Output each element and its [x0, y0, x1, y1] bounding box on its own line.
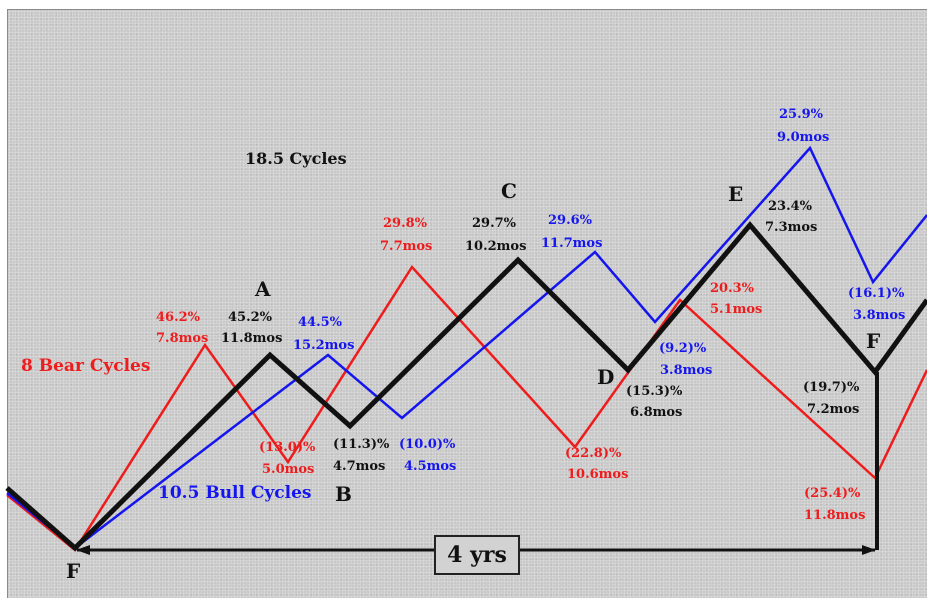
bull-cycle-line — [6, 145, 927, 550]
black-dur-4: 6.8mos — [630, 405, 683, 420]
blue-pct-3: 29.6% — [548, 213, 593, 228]
blue-pct-2: (10.0)% — [399, 437, 456, 452]
red-dur-4: 10.6mos — [567, 467, 629, 482]
black-dur-6: 7.2mos — [807, 402, 860, 417]
red-pct-1: 46.2% — [156, 310, 201, 325]
blue-pct-6: (16.1)% — [848, 286, 905, 301]
bear-cycles-label: 8 Bear Cycles — [21, 356, 151, 376]
black-dur-5: 7.3mos — [765, 220, 818, 235]
black-dur-2: 4.7mos — [333, 459, 386, 474]
point-e: E — [728, 182, 744, 206]
blue-dur-3: 11.7mos — [541, 236, 603, 251]
blue-pct-1: 44.5% — [298, 315, 343, 330]
span-label-box: 4 yrs — [434, 535, 520, 575]
point-d: D — [597, 365, 615, 389]
blue-pct-4: (9.2)% — [659, 341, 707, 356]
blue-dur-6: 3.8mos — [853, 308, 906, 323]
black-pct-5: 23.4% — [768, 199, 813, 214]
black-dur-1: 11.8mos — [221, 331, 283, 346]
diagram-title: 18.5 Cycles — [245, 149, 347, 168]
blue-dur-4: 3.8mos — [660, 363, 713, 378]
red-pct-5: 20.3% — [710, 281, 755, 296]
point-f-mid: F — [866, 329, 881, 353]
black-pct-2: (11.3)% — [333, 437, 390, 452]
blue-dur-1: 15.2mos — [293, 338, 355, 353]
red-dur-6: 11.8mos — [804, 508, 866, 523]
blue-dur-2: 4.5mos — [404, 459, 457, 474]
black-pct-3: 29.7% — [472, 216, 517, 231]
red-dur-2: 5.0mos — [262, 462, 315, 477]
red-dur-1: 7.8mos — [156, 331, 209, 346]
red-pct-4: (22.8)% — [565, 446, 622, 461]
red-pct-6: (25.4)% — [804, 486, 861, 501]
bull-cycles-label: 10.5 Bull Cycles — [158, 483, 312, 503]
bear-cycle-line — [6, 264, 927, 552]
red-pct-3: 29.8% — [383, 216, 428, 231]
red-dur-5: 5.1mos — [710, 302, 763, 317]
point-f-start: F — [66, 559, 81, 583]
point-b: B — [335, 482, 352, 506]
red-pct-2: (13.0)% — [259, 440, 316, 455]
black-dur-3: 10.2mos — [465, 239, 527, 254]
black-pct-1: 45.2% — [228, 310, 273, 325]
span-label: 4 yrs — [447, 542, 507, 568]
composite-cycle-line — [5, 221, 927, 552]
diagram-background — [7, 9, 927, 598]
point-a: A — [255, 277, 271, 301]
blue-pct-5: 25.9% — [779, 107, 824, 122]
black-pct-4: (15.3)% — [626, 384, 683, 399]
point-c: C — [501, 179, 517, 203]
red-dur-3: 7.7mos — [380, 239, 433, 254]
blue-dur-5: 9.0mos — [777, 130, 830, 145]
black-pct-6: (19.7)% — [803, 380, 860, 395]
